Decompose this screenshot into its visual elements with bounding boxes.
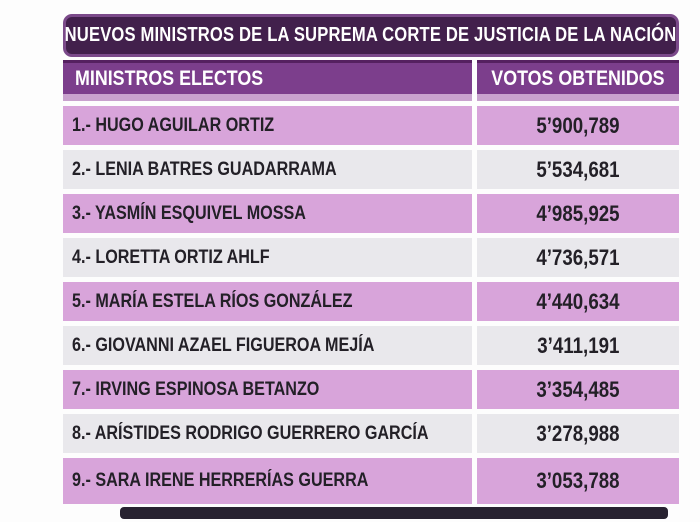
- table-header-row: MINISTROS ELECTOS VOTOS OBTENIDOS: [63, 60, 679, 101]
- table-row: 8.- ARÍSTIDES RODRIGO GUERRERO GARCÍA 3’…: [63, 414, 679, 453]
- minister-name: 4.- LORETTA ORTIZ AHLF: [72, 246, 270, 268]
- minister-name-cell: 2.- LENIA BATRES GUADARRAMA: [63, 150, 472, 189]
- votes-table: MINISTROS ELECTOS VOTOS OBTENIDOS 1.- HU…: [63, 60, 679, 504]
- minister-name-cell: 5.- MARÍA ESTELA RÍOS GONZÁLEZ: [63, 282, 472, 321]
- table-row: 7.- IRVING ESPINOSA BETANZO 3’354,485: [63, 370, 679, 409]
- minister-name-cell: 8.- ARÍSTIDES RODRIGO GUERRERO GARCÍA: [63, 414, 472, 453]
- minister-name-cell: 7.- IRVING ESPINOSA BETANZO: [63, 370, 472, 409]
- votes-cell: 3’053,788: [477, 458, 679, 504]
- clipped-footer-bar: [120, 507, 668, 519]
- minister-name-cell: 9.- SARA IRENE HERRERÍAS GUERRA: [63, 458, 472, 504]
- table-row: 4.- LORETTA ORTIZ AHLF 4’736,571: [63, 238, 679, 277]
- header-cell-votos: VOTOS OBTENIDOS: [477, 60, 679, 101]
- minister-name: 8.- ARÍSTIDES RODRIGO GUERRERO GARCÍA: [72, 422, 429, 444]
- votes-value: 3’053,788: [536, 468, 620, 493]
- votes-value: 5’534,681: [536, 156, 620, 182]
- votes-cell: 3’278,988: [477, 414, 679, 453]
- votes-value: 3’411,191: [536, 332, 620, 358]
- table-row: 1.- HUGO AGUILAR ORTIZ 5’900,789: [63, 106, 679, 145]
- table-row: 5.- MARÍA ESTELA RÍOS GONZÁLEZ 4’440,634: [63, 282, 679, 321]
- minister-name: 7.- IRVING ESPINOSA BETANZO: [72, 378, 320, 400]
- title-banner: NUEVOS MINISTROS DE LA SUPREMA CORTE DE …: [63, 14, 679, 57]
- votes-cell: 4’736,571: [477, 238, 679, 277]
- votes-cell: 4’985,925: [477, 194, 679, 233]
- minister-name: 5.- MARÍA ESTELA RÍOS GONZÁLEZ: [72, 290, 353, 312]
- column-header-votos: VOTOS OBTENIDOS: [491, 66, 665, 90]
- page-title: NUEVOS MINISTROS DE LA SUPREMA CORTE DE …: [65, 24, 677, 46]
- table-row: 3.- YASMÍN ESQUIVEL MOSSA 4’985,925: [63, 194, 679, 233]
- header-cell-ministros: MINISTROS ELECTOS: [63, 60, 472, 101]
- votes-value: 4’736,571: [536, 244, 620, 270]
- table-row: 6.- GIOVANNI AZAEL FIGUEROA MEJÍA 3’411,…: [63, 326, 679, 365]
- column-header-ministros: MINISTROS ELECTOS: [75, 66, 264, 90]
- minister-name: 3.- YASMÍN ESQUIVEL MOSSA: [72, 202, 306, 224]
- minister-name: 1.- HUGO AGUILAR ORTIZ: [72, 114, 275, 136]
- minister-name-cell: 6.- GIOVANNI AZAEL FIGUEROA MEJÍA: [63, 326, 472, 365]
- votes-cell: 5’534,681: [477, 150, 679, 189]
- votes-value: 3’278,988: [536, 420, 620, 446]
- minister-name-cell: 1.- HUGO AGUILAR ORTIZ: [63, 106, 472, 145]
- table-row: 9.- SARA IRENE HERRERÍAS GUERRA 3’053,78…: [63, 458, 679, 504]
- votes-cell: 3’354,485: [477, 370, 679, 409]
- votes-cell: 3’411,191: [477, 326, 679, 365]
- votes-value: 4’985,925: [536, 200, 620, 226]
- votes-cell: 4’440,634: [477, 282, 679, 321]
- minister-name: 6.- GIOVANNI AZAEL FIGUEROA MEJÍA: [72, 334, 375, 356]
- minister-name: 9.- SARA IRENE HERRERÍAS GUERRA: [72, 470, 369, 491]
- minister-name: 2.- LENIA BATRES GUADARRAMA: [72, 158, 337, 180]
- votes-value: 4’440,634: [536, 288, 620, 314]
- votes-value: 5’900,789: [536, 112, 620, 138]
- votes-cell: 5’900,789: [477, 106, 679, 145]
- minister-name-cell: 4.- LORETTA ORTIZ AHLF: [63, 238, 472, 277]
- minister-name-cell: 3.- YASMÍN ESQUIVEL MOSSA: [63, 194, 472, 233]
- votes-value: 3’354,485: [536, 376, 620, 402]
- table-row: 2.- LENIA BATRES GUADARRAMA 5’534,681: [63, 150, 679, 189]
